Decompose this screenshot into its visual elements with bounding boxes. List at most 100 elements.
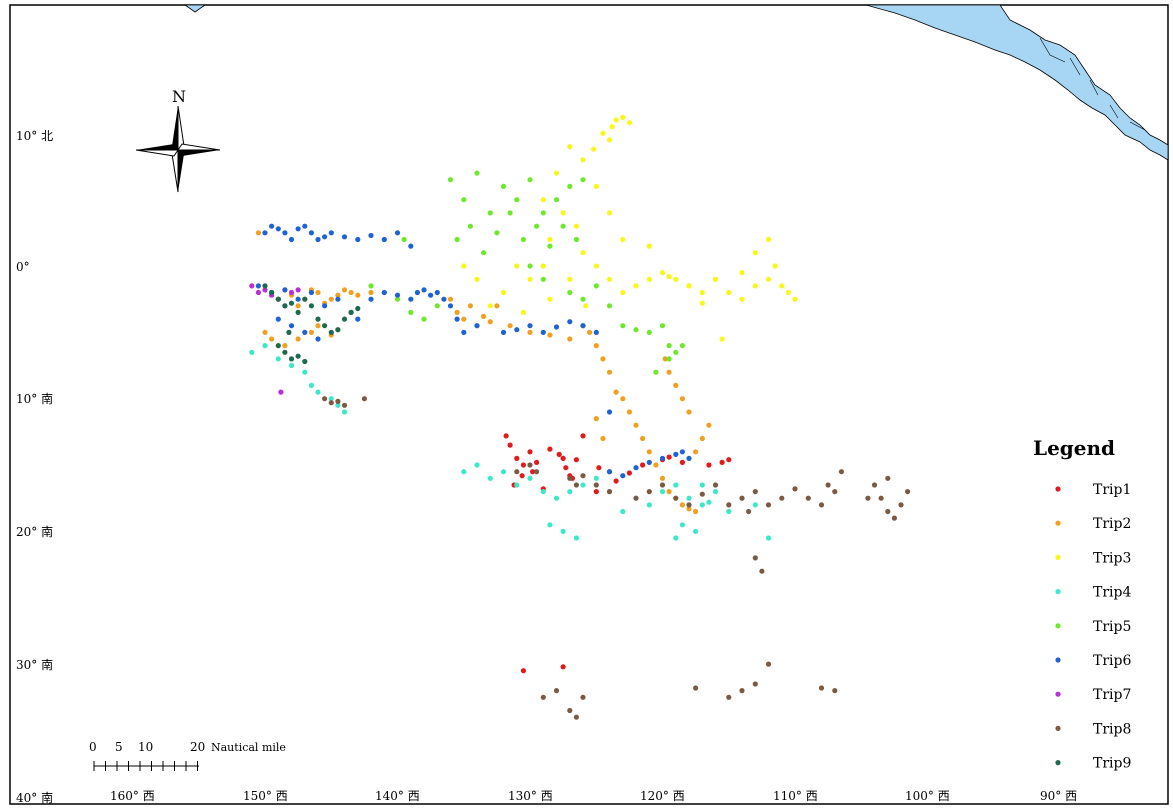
point-trip9 — [322, 323, 328, 329]
point-trip6 — [408, 243, 414, 249]
point-trip2 — [308, 329, 314, 335]
point-trip8 — [646, 489, 652, 495]
point-trip8 — [818, 685, 825, 691]
point-trip2 — [282, 343, 288, 349]
point-trip5 — [567, 183, 573, 189]
point-trip8 — [328, 400, 334, 406]
point-trip9 — [302, 296, 308, 302]
point-trip3 — [739, 270, 745, 276]
point-trip6 — [593, 329, 599, 335]
point-trip8 — [335, 398, 341, 404]
point-trip7 — [249, 283, 255, 289]
point-trip8 — [792, 486, 798, 492]
point-trip6 — [606, 469, 613, 475]
point-trip4 — [567, 489, 573, 495]
point-trip8 — [832, 489, 838, 495]
lon-label-110w: 110° 西 — [773, 789, 818, 803]
point-trip8 — [752, 555, 758, 561]
point-trip8 — [765, 661, 772, 667]
point-trip5 — [421, 316, 427, 322]
point-trip6 — [553, 324, 560, 330]
point-trip3 — [620, 236, 626, 243]
point-trip1 — [530, 469, 536, 475]
point-trip3 — [600, 130, 606, 136]
point-trip6 — [308, 230, 314, 236]
legend-marker-trip3 — [1055, 554, 1061, 561]
point-trip3 — [527, 276, 533, 282]
point-trip6 — [381, 289, 387, 296]
point-trip3 — [785, 289, 792, 296]
point-trip2 — [269, 336, 275, 342]
point-trip5 — [368, 283, 374, 289]
point-trip2 — [567, 336, 573, 342]
point-trip1 — [514, 455, 520, 461]
point-trip1 — [613, 478, 619, 484]
point-trip6 — [288, 323, 295, 329]
point-trip8 — [540, 694, 546, 700]
point-trip8 — [805, 495, 811, 501]
point-trip5 — [514, 197, 520, 203]
point-trip2 — [527, 329, 533, 335]
point-trip6 — [381, 236, 387, 243]
point-trip1 — [666, 454, 672, 460]
point-trip9 — [302, 358, 308, 365]
point-trip8 — [567, 707, 573, 714]
legend-label-trip8: Trip8 — [1093, 721, 1131, 737]
point-trip3 — [673, 276, 679, 282]
legend-label-trip5: Trip5 — [1093, 619, 1131, 635]
point-trip2 — [487, 319, 493, 325]
point-trip4 — [593, 475, 599, 481]
point-trip6 — [540, 329, 546, 335]
point-trip6 — [315, 336, 321, 342]
point-trip2 — [547, 332, 553, 338]
point-trip3 — [699, 300, 705, 306]
point-trip6 — [414, 289, 420, 296]
point-trip6 — [295, 296, 301, 302]
point-trip2 — [613, 389, 619, 395]
point-trip3 — [520, 309, 527, 315]
point-trip1 — [719, 459, 725, 465]
point-trip3 — [779, 283, 785, 289]
legend-label-trip1: Trip1 — [1093, 482, 1131, 498]
point-trip3 — [593, 183, 599, 189]
point-trip7 — [295, 287, 301, 293]
point-trip2 — [368, 289, 374, 296]
point-trip2 — [640, 435, 646, 442]
point-trip2 — [662, 356, 668, 362]
point-trip9 — [288, 356, 295, 362]
point-trip6 — [500, 329, 507, 335]
point-trip4 — [308, 382, 314, 388]
point-trip4 — [712, 489, 719, 495]
point-trip5 — [520, 236, 527, 243]
point-trip3 — [580, 250, 586, 256]
point-trip3 — [719, 336, 725, 342]
point-trip3 — [739, 296, 745, 302]
point-trip4 — [514, 482, 520, 488]
point-trip4 — [288, 362, 295, 369]
point-trip1 — [640, 462, 646, 468]
point-trip2 — [686, 409, 692, 415]
point-trip1 — [527, 449, 533, 455]
point-trip5 — [500, 183, 507, 189]
legend-marker-trip1 — [1055, 486, 1061, 492]
point-trip5 — [573, 236, 580, 243]
point-trip1 — [534, 459, 540, 465]
point-trip4 — [573, 535, 580, 541]
point-trip3 — [726, 289, 732, 296]
point-trip6 — [620, 473, 626, 479]
point-trip5 — [666, 343, 672, 349]
point-trip6 — [394, 292, 401, 298]
point-trip6 — [335, 296, 341, 302]
point-trip6 — [447, 303, 454, 309]
point-trip7 — [278, 389, 284, 395]
point-trip3 — [583, 303, 589, 309]
point-trip9 — [328, 329, 334, 335]
point-trip2 — [679, 502, 686, 508]
point-trip8 — [891, 515, 898, 521]
point-trip3 — [500, 289, 507, 296]
point-trip6 — [461, 329, 467, 335]
point-trip1 — [560, 455, 566, 461]
point-trip1 — [626, 470, 633, 476]
point-trip5 — [633, 327, 639, 333]
point-trip6 — [262, 230, 268, 236]
